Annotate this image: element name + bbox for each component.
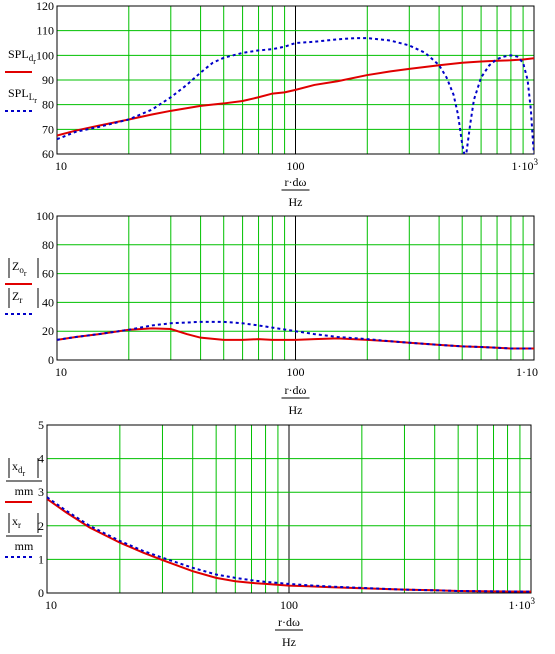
x-axis-label-numerator: r·dω bbox=[285, 383, 307, 397]
legend-unit: mm bbox=[15, 484, 34, 498]
y-tick-label: 110 bbox=[36, 24, 54, 38]
legend-label: SPLLr bbox=[8, 86, 37, 105]
y-tick-label: 90 bbox=[42, 73, 54, 87]
x-axis-label-denominator: Hz bbox=[282, 635, 296, 649]
y-tick-label: 40 bbox=[42, 295, 54, 309]
legend-entry: xr mm bbox=[5, 513, 42, 558]
x-tick-label: 1·103 bbox=[512, 157, 539, 173]
x-tick-label: 100 bbox=[287, 159, 305, 173]
y-tick-label: 80 bbox=[42, 98, 54, 112]
chart-impedance: 0 20 40 60 80 100 10 100 1·10 r·dω Hz Zor Zr bbox=[5, 209, 538, 417]
chart-excursion: 0 1 2 3 4 5 10 100 1·103 r·dω Hz xdr mm xr mm bbox=[5, 418, 536, 649]
x-axis-label-numerator: r·dω bbox=[285, 175, 307, 189]
x-tick-label: 100 bbox=[287, 365, 305, 379]
y-tick-label: 4 bbox=[38, 452, 44, 466]
x-tick-label: 1·10 bbox=[516, 365, 538, 379]
x-tick-label: 10 bbox=[55, 365, 67, 379]
x-axis-label-denominator: Hz bbox=[289, 403, 303, 417]
x-tick-label: 100 bbox=[280, 598, 298, 612]
series-line-dashed bbox=[57, 37, 534, 154]
y-tick-label: 70 bbox=[42, 122, 54, 136]
legend-unit: mm bbox=[15, 539, 34, 553]
legend-entry: Zr bbox=[5, 288, 39, 315]
x-tick-label: 10 bbox=[45, 598, 57, 612]
legend-entry: Zor bbox=[5, 258, 39, 285]
plot-frame bbox=[56, 5, 535, 155]
x-axis-label-numerator: r·dω bbox=[278, 615, 300, 629]
series-line-solid bbox=[47, 498, 531, 593]
legend-label: xr bbox=[12, 514, 21, 530]
legend-label: SPLdr bbox=[8, 47, 36, 66]
legend-entry: SPLdr bbox=[5, 47, 36, 73]
y-tick-label: 60 bbox=[42, 147, 54, 161]
y-tick-label: 120 bbox=[36, 0, 54, 13]
y-tick-label: 5 bbox=[38, 418, 44, 432]
legend-label: Zor bbox=[12, 259, 27, 278]
y-tick-label: 100 bbox=[36, 48, 54, 62]
series-line-dashed bbox=[47, 496, 531, 593]
y-tick-label: 80 bbox=[42, 238, 54, 252]
y-tick-label: 20 bbox=[42, 324, 54, 338]
series-line-solid bbox=[57, 327, 534, 350]
plot-frame bbox=[56, 215, 535, 361]
y-tick-label: 100 bbox=[36, 209, 54, 223]
series-line-dashed bbox=[57, 320, 534, 350]
y-tick-label: 2 bbox=[38, 519, 44, 533]
x-axis-label-denominator: Hz bbox=[289, 195, 303, 209]
legend-label: xdr bbox=[12, 459, 26, 478]
y-tick-label: 3 bbox=[38, 485, 44, 499]
x-tick-label: 1·103 bbox=[509, 596, 536, 612]
y-tick-label: 0 bbox=[38, 586, 44, 600]
plot-frame bbox=[46, 424, 532, 594]
chart-spl: 60 70 80 90 100 110 120 10 100 1·103 r·dω Hz SPLdr SP… bbox=[5, 0, 539, 209]
legend-entry: SPLLr bbox=[5, 86, 37, 112]
series-line-solid bbox=[57, 57, 534, 137]
y-tick-label: 1 bbox=[38, 552, 44, 566]
legend-entry: xdr mm bbox=[5, 458, 42, 503]
y-tick-label: 0 bbox=[48, 353, 54, 367]
y-tick-label: 60 bbox=[42, 267, 54, 281]
legend-label: Zr bbox=[12, 289, 22, 305]
x-tick-label: 10 bbox=[55, 159, 67, 173]
